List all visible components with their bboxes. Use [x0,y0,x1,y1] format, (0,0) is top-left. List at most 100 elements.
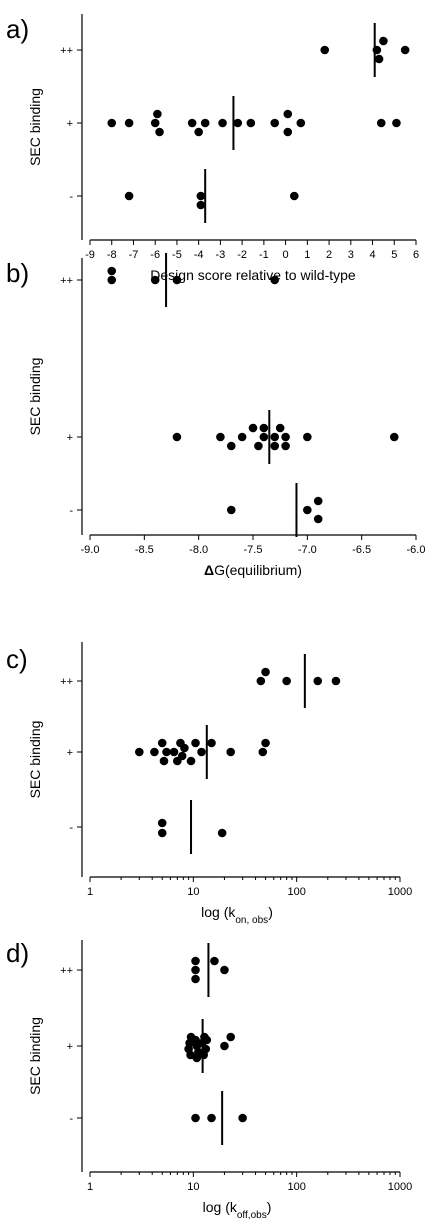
data-point [237,432,247,442]
data-point [162,747,171,757]
x-tick-label: 100 [287,886,305,898]
x-tick-label: -7.0 [298,544,317,556]
x-tick-label: 1 [87,886,93,898]
data-point [150,275,160,285]
x-tick-label: 2 [326,249,332,261]
y-tick-label: - [69,822,73,834]
x-tick-label: 3 [348,249,354,261]
x-tick-label: -6.0 [407,544,426,556]
data-point [155,127,164,137]
data-point [220,965,229,975]
data-point [187,118,197,128]
x-axis-label: log (kon, obs) [201,904,273,926]
data-point [275,423,285,433]
data-point [191,965,200,975]
x-axis-label: Design score relative to wild-type [150,267,356,283]
data-point [159,756,169,766]
x-tick-label: 1 [304,249,310,261]
data-point [191,974,200,984]
data-point [270,441,280,451]
data-point [180,743,189,753]
x-tick-label: -6.5 [352,544,371,556]
data-point [135,747,144,757]
x-tick-label: -1 [259,249,269,261]
data-point [194,127,203,137]
data-point [196,191,206,201]
data-point [226,505,236,515]
y-tick-label: + [67,118,73,130]
data-point [124,191,134,201]
y-axis-label: SEC binding [27,1017,43,1095]
data-point [256,676,266,686]
data-point [157,818,167,828]
x-tick-label: 6 [413,249,419,261]
data-point [199,1050,209,1060]
data-point [270,275,280,285]
data-point [261,667,270,677]
data-point [374,54,384,64]
data-point [169,747,179,757]
x-tick-label: 10 [187,886,199,898]
y-tick-label: ++ [60,275,73,287]
data-point [107,266,117,276]
x-tick-label: 5 [391,249,397,261]
data-point [191,1113,200,1123]
y-tick-label: + [67,1041,73,1053]
data-point [153,109,162,119]
data-point [259,423,269,433]
data-point [218,118,227,128]
data-point [303,505,312,515]
data-point [202,1035,212,1045]
x-tick-label: -9 [85,249,95,261]
data-point [376,118,386,128]
data-point [191,956,200,966]
data-point [186,756,196,766]
data-point [150,747,159,757]
x-tick-label: -7.5 [244,544,263,556]
data-point [320,45,330,55]
x-tick-label: 1000 [388,1181,412,1193]
data-point [246,118,256,128]
data-point [400,45,410,55]
data-point [177,751,187,761]
data-point [303,432,312,442]
data-point [192,1053,202,1063]
data-point [270,432,280,442]
y-tick-label: - [69,505,73,517]
x-tick-label: -8.0 [189,544,208,556]
y-tick-label: - [69,191,73,203]
data-point [289,191,299,201]
x-axis-label: ΔG(equilibrium) [204,562,302,578]
x-tick-label: -8.5 [135,544,154,556]
data-point [258,747,268,757]
x-tick-label: -3 [216,249,226,261]
x-tick-label: -9.0 [81,544,100,556]
x-tick-label: 4 [369,249,375,261]
data-point [217,828,227,838]
data-point [216,432,225,442]
x-tick-label: 1 [87,1181,93,1193]
data-point [254,441,263,451]
data-point [197,747,206,757]
y-tick-label: ++ [60,676,73,688]
x-tick-label: -8 [107,249,117,261]
panel-label: a) [6,14,29,44]
y-axis-label: SEC binding [27,721,43,799]
data-point [313,496,323,506]
x-tick-label: -6 [150,249,160,261]
data-point [107,275,117,285]
data-point [331,676,341,686]
data-point [207,738,216,748]
data-point [172,275,182,285]
x-tick-label: 0 [283,249,289,261]
x-tick-label: -7 [129,249,139,261]
x-tick-label: 1000 [388,886,412,898]
data-point [248,423,258,433]
data-point [389,432,399,442]
x-tick-label: 100 [287,1181,305,1193]
data-point [281,441,290,451]
